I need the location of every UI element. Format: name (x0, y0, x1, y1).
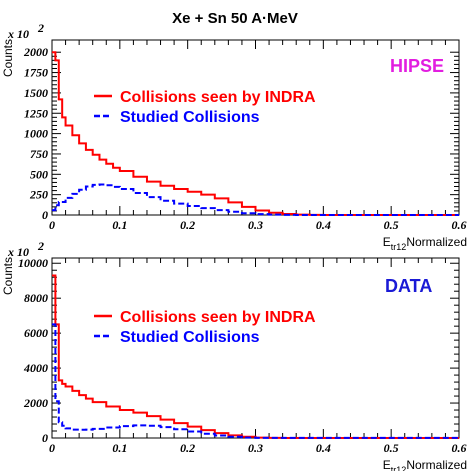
x-axis-label-main: E (383, 235, 391, 249)
x-tick-label: 0.5 (384, 441, 399, 455)
x-tick-label: 0.4 (316, 218, 331, 232)
series-line-0 (52, 274, 459, 439)
x-tick-label: 0.4 (316, 441, 331, 455)
y-tick-label: 1250 (24, 106, 48, 120)
y-tick-label: 250 (29, 188, 48, 202)
y-tick-label: 4000 (23, 361, 48, 375)
panel-label: HIPSE (390, 56, 444, 76)
y-tick-label: 0 (42, 208, 48, 222)
panel-data: 0 2000 4000 6000 8000 10000 0 0.1 0.2 0.3 0.4 0.5 0.… (1, 239, 467, 471)
x-axis-label-subscript: tr12 (391, 242, 407, 252)
panel-label: DATA (385, 276, 432, 296)
x-axis-label-rest: Normalized (406, 458, 467, 471)
x-axis-label: Etr12Normalized (383, 458, 467, 471)
x-axis-label: Etr12Normalized (383, 235, 467, 252)
y-tick-label: 0 (42, 431, 48, 445)
y-tick-label: 2000 (23, 396, 48, 410)
panel-hipse: 0 250 500 750 1000 1250 1500 1750 2000 0 0.1 0.2 0.3… (1, 21, 467, 252)
y-multiplier-exponent: 2 (37, 21, 44, 35)
x-tick-label: 0.2 (180, 441, 195, 455)
series-line-1 (52, 183, 459, 216)
y-tick-label: 1000 (24, 127, 48, 141)
y-tick-label: 2000 (23, 45, 48, 59)
x-axis-label-subscript: tr12 (391, 465, 407, 471)
y-tick-label: 500 (30, 167, 48, 181)
y-axis-label: Counts (1, 39, 15, 77)
legend-label-0: Collisions seen by INDRA (120, 309, 316, 326)
x-tick-label: 0.6 (452, 218, 467, 232)
x-tick-label: 0.6 (452, 441, 467, 455)
panels: 0 250 500 750 1000 1250 1500 1750 2000 0 0.1 0.2 0.3… (1, 21, 467, 471)
y-tick-label: 6000 (24, 326, 48, 340)
x-tick-label: 0.1 (112, 218, 127, 232)
y-multiplier: x 10 (7, 27, 29, 41)
legend-label-1: Studied Collisions (120, 329, 260, 346)
x-tick-label: 0.3 (248, 218, 263, 232)
y-tick-label: 1750 (24, 66, 48, 80)
x-tick-label: 0.2 (180, 218, 195, 232)
y-multiplier: x 10 (7, 245, 29, 259)
series-line-1 (52, 323, 460, 439)
series-line-0 (52, 51, 459, 216)
x-axis-label-rest: Normalized (406, 235, 467, 249)
legend-label-1: Studied Collisions (120, 109, 260, 126)
y-tick-label: 10000 (18, 256, 48, 270)
chart-title: Xe + Sn 50 A·MeV (172, 10, 298, 27)
x-tick-label: 0.5 (384, 218, 399, 232)
y-multiplier-exponent: 2 (37, 239, 44, 253)
x-tick-label: 0.3 (248, 441, 263, 455)
y-tick-label: 1500 (24, 86, 48, 100)
legend-label-0: Collisions seen by INDRA (120, 89, 316, 106)
x-tick-label: 0 (49, 218, 55, 232)
y-tick-label: 8000 (24, 291, 48, 305)
x-tick-label: 0 (49, 441, 55, 455)
y-tick-label: 750 (30, 147, 48, 161)
y-axis-label: Counts (1, 257, 15, 295)
x-axis-label-main: E (383, 458, 391, 471)
x-tick-label: 0.1 (112, 441, 127, 455)
